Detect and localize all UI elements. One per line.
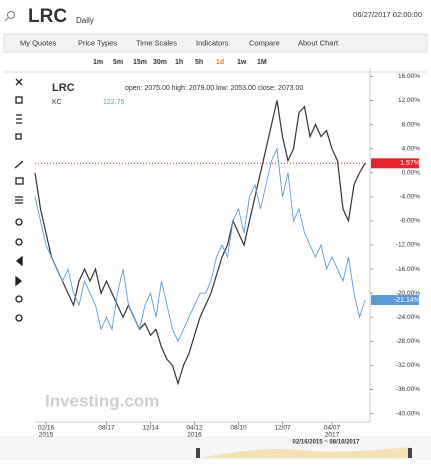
- y-tick-label: 4.00%: [402, 145, 421, 152]
- series-line: [34, 147, 366, 343]
- x-tick-label: 02/16: [38, 425, 55, 432]
- navigator-handle[interactable]: [196, 448, 200, 458]
- timeframe[interactable]: 1m: [93, 59, 103, 66]
- tool-icon[interactable]: [15, 133, 22, 140]
- y-tick-label: -28.00%: [396, 338, 420, 345]
- x-year-label: 2016: [187, 432, 202, 439]
- menu-item[interactable]: About Chart: [298, 38, 339, 47]
- search-icon-handle: [4, 17, 9, 22]
- toolbar: 1m 5m 15m 30m 1h 5h 1d 1w 1M: [93, 59, 267, 66]
- y-tick-label: -24.00%: [396, 314, 420, 321]
- ohlc: open: 2075.00 high: 2079.00 low: 2053.00…: [125, 85, 303, 92]
- menu-item[interactable]: Indicators: [196, 38, 229, 47]
- x-tick-label: 04/07: [324, 425, 341, 432]
- timeframe[interactable]: 5m: [113, 59, 123, 66]
- y-tick-label: -40.00%: [396, 410, 420, 417]
- x-tick-label: 08/10: [230, 425, 247, 432]
- menu-item[interactable]: My Quotes: [20, 38, 57, 47]
- y-tick-label: -4.00%: [399, 194, 420, 201]
- y-tick-label: -32.00%: [396, 362, 420, 369]
- y-tick-label: 0.00%: [402, 169, 421, 176]
- last-value-label: -21.14%: [394, 297, 420, 304]
- y-tick-label: -12.00%: [396, 242, 420, 249]
- tool-icon[interactable]: [15, 196, 23, 204]
- legend-symbol: LRC: [52, 82, 75, 94]
- tool-icon[interactable]: [15, 218, 23, 226]
- watermark: Investing.com: [45, 391, 159, 410]
- tool-icon[interactable]: [15, 177, 24, 185]
- x-tick-label: 12/07: [274, 425, 291, 432]
- tool-icon[interactable]: [15, 255, 23, 267]
- timeframe[interactable]: 15m: [133, 59, 147, 66]
- menu-item[interactable]: Price Types: [78, 38, 117, 47]
- series-line: [34, 100, 366, 386]
- menu-item[interactable]: Time Scales: [136, 38, 177, 47]
- tool-icon[interactable]: [15, 275, 23, 287]
- timeframe[interactable]: 1M: [257, 59, 267, 66]
- y-tick-label: -8.00%: [399, 218, 420, 225]
- menu-bar: [3, 33, 428, 53]
- y-tick-label: -36.00%: [396, 386, 420, 393]
- interval: Daily: [76, 16, 94, 25]
- timeframe[interactable]: 30m: [153, 59, 167, 66]
- x-year-label: 2015: [39, 432, 54, 439]
- tool-icon[interactable]: [15, 295, 23, 303]
- datetime: 06/27/2017 02:00:00: [353, 10, 422, 19]
- x-tick-label: 04/12: [186, 425, 203, 432]
- tool-icon[interactable]: [15, 96, 23, 104]
- tool-icon[interactable]: [15, 314, 23, 322]
- tool-icon[interactable]: [16, 114, 22, 124]
- navigator-area: [200, 447, 410, 458]
- last-value-box: [371, 158, 419, 169]
- tool-icon[interactable]: [15, 238, 23, 246]
- tool-icon[interactable]: [15, 78, 23, 86]
- compare-value: 122.75: [103, 99, 125, 106]
- tool-icon[interactable]: [14, 160, 24, 169]
- legend-compare: KC: [52, 99, 62, 106]
- x-tick-label: 12/14: [142, 425, 159, 432]
- timeframe[interactable]: 1w: [237, 59, 247, 66]
- timeframe[interactable]: 1h: [175, 59, 183, 66]
- x-year-label: 2017: [325, 432, 340, 439]
- y-tick-label: 16.00%: [398, 73, 420, 80]
- y-tick-label: -16.00%: [396, 266, 420, 273]
- search-icon[interactable]: [7, 11, 15, 19]
- menu: My Quotes Price Types Time Scales Indicator…: [20, 38, 339, 47]
- side-toolbar: [14, 78, 24, 322]
- y-tick-label: -20.00%: [396, 290, 420, 297]
- y-tick-label: 12.00%: [398, 97, 420, 104]
- y-tick-label: 8.00%: [402, 121, 421, 128]
- menu-item[interactable]: Compare: [249, 38, 280, 47]
- navigator-range: 02/16/2015 ~ 08/10/2017: [293, 440, 361, 446]
- timeframe[interactable]: 1d: [216, 59, 224, 66]
- last-value-box: [371, 295, 419, 306]
- last-value-label: 1.57%: [400, 160, 420, 167]
- timeframe[interactable]: 5h: [195, 59, 203, 66]
- navigator-handle[interactable]: [408, 448, 412, 458]
- x-tick-label: 08/17: [98, 425, 115, 432]
- symbol: LRC: [28, 6, 67, 27]
